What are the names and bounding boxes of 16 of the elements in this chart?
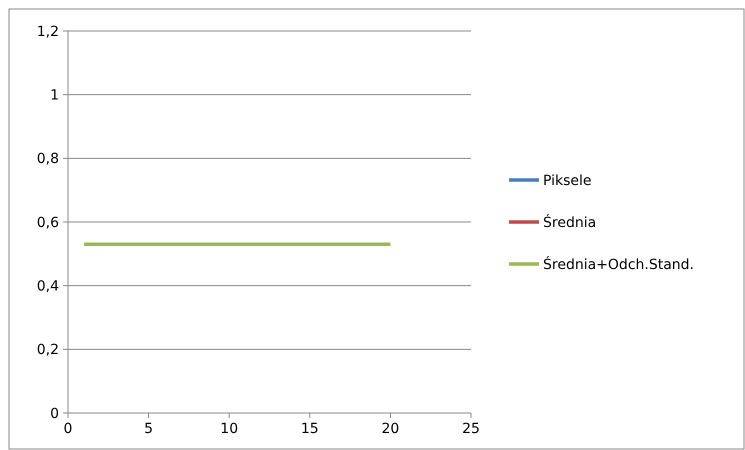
y-tick-label: 0,4 xyxy=(36,278,60,295)
y-tick-label: 0,2 xyxy=(36,342,59,358)
legend-label: Średnia xyxy=(543,214,596,231)
y-tick-label: 0 xyxy=(50,406,59,422)
legend-label: Piksele xyxy=(543,172,592,189)
x-tick-label: 25 xyxy=(462,421,480,437)
legend-label: Średnia+Odch.Stand. xyxy=(543,256,694,273)
y-tick-label: 0,8 xyxy=(36,151,59,168)
y-tick-label: 1 xyxy=(50,88,59,104)
y-tick-label: 0,6 xyxy=(36,214,60,231)
y-tick-label: 1,2 xyxy=(36,24,59,40)
x-tick-label: 5 xyxy=(144,421,154,437)
x-tick-label: 20 xyxy=(381,421,400,437)
x-tick-label: 10 xyxy=(220,421,238,437)
x-tick-label: 15 xyxy=(300,421,319,437)
x-tick-label: 0 xyxy=(64,421,72,437)
